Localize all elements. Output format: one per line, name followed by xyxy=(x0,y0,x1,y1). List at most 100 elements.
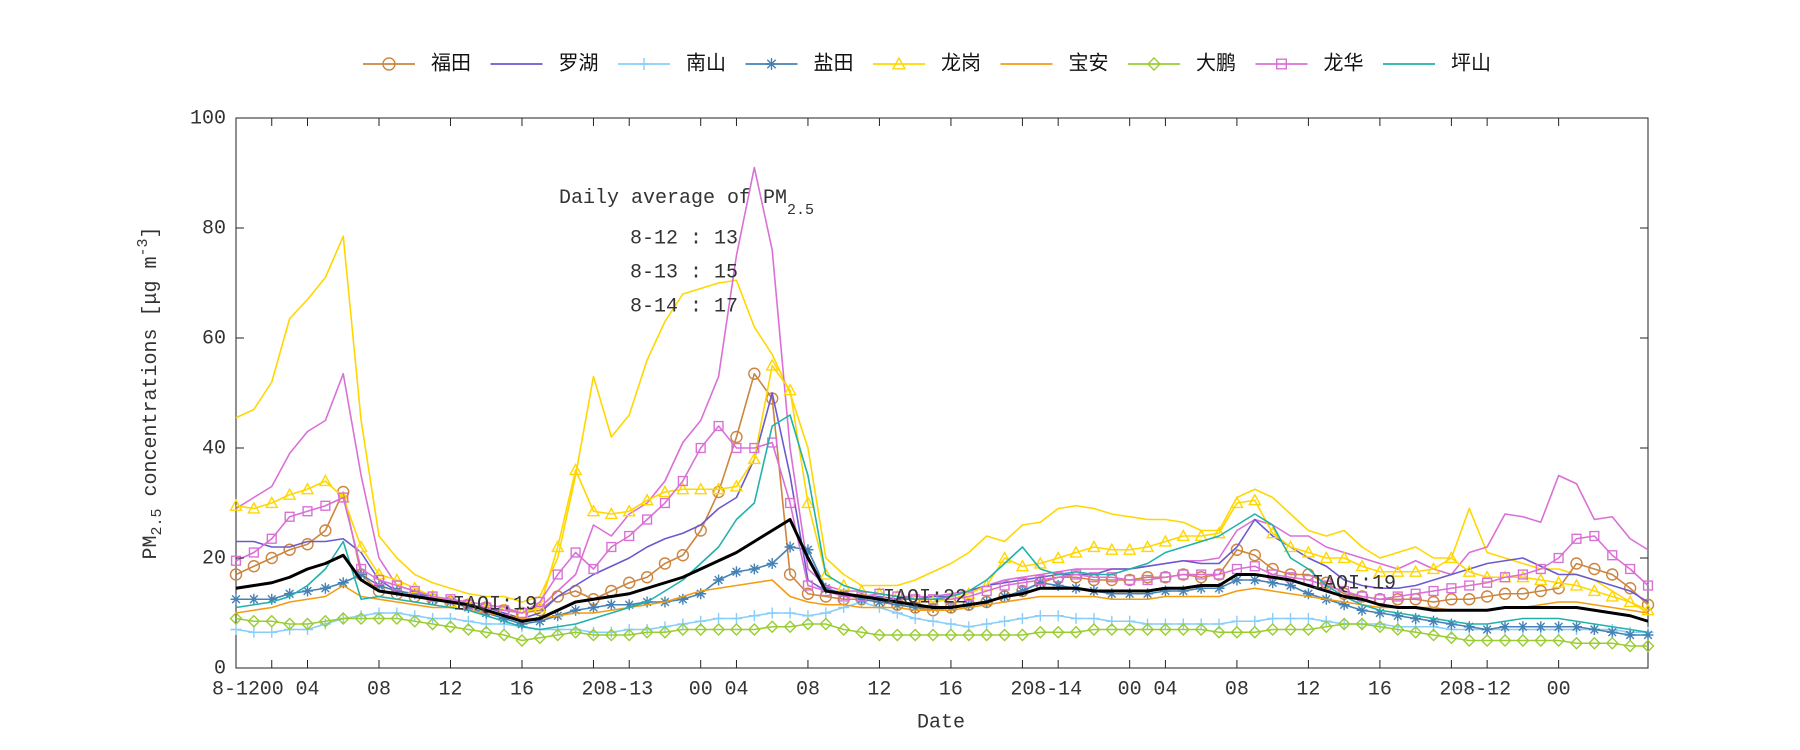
data-marker xyxy=(980,628,994,642)
data-marker xyxy=(783,568,797,581)
data-marker xyxy=(1570,636,1583,650)
data-marker xyxy=(1337,551,1351,564)
data-marker xyxy=(802,610,814,622)
data-marker xyxy=(1392,610,1404,622)
x-axis-label: Date xyxy=(917,711,965,734)
y-label-sup: -3 xyxy=(135,238,152,256)
data-marker xyxy=(1641,639,1655,653)
data-marker xyxy=(1498,634,1512,647)
data-marker xyxy=(534,596,545,608)
data-marker xyxy=(766,558,778,569)
data-marker xyxy=(1587,636,1601,650)
data-marker xyxy=(229,612,243,625)
data-marker xyxy=(1624,629,1636,641)
data-marker xyxy=(695,588,707,600)
data-marker xyxy=(747,623,761,636)
data-marker xyxy=(1087,623,1101,636)
data-marker xyxy=(443,620,457,634)
series-line xyxy=(235,372,1649,614)
data-marker xyxy=(1374,607,1386,619)
data-marker xyxy=(784,607,796,619)
data-marker xyxy=(1337,617,1351,631)
x-tick-label: 12 xyxy=(438,678,462,701)
data-marker xyxy=(784,497,796,509)
data-marker xyxy=(266,626,278,638)
data-marker xyxy=(1231,615,1243,627)
data-marker xyxy=(944,628,958,642)
data-marker xyxy=(318,614,332,628)
data-marker xyxy=(248,547,259,558)
data-marker xyxy=(979,578,994,591)
data-marker xyxy=(1339,585,1350,597)
legend-marker xyxy=(891,56,907,70)
data-marker xyxy=(1016,613,1028,624)
data-marker xyxy=(390,573,404,586)
x-tick-label: 08 xyxy=(1225,678,1249,701)
data-marker xyxy=(1480,634,1494,647)
data-marker xyxy=(1587,584,1602,597)
x-tick-label: 20 xyxy=(581,678,605,701)
data-marker xyxy=(373,574,385,586)
data-marker xyxy=(820,607,832,619)
data-marker xyxy=(230,624,242,635)
series-line xyxy=(235,414,1649,634)
iaqi-label: IAQI:22 xyxy=(883,586,967,609)
x-tick-label: 12 xyxy=(867,678,891,701)
data-marker xyxy=(337,577,349,589)
series-line xyxy=(235,617,1648,647)
data-marker xyxy=(1499,572,1511,583)
data-marker xyxy=(962,628,976,642)
data-marker xyxy=(1444,631,1458,645)
data-marker xyxy=(927,594,939,605)
data-marker xyxy=(1355,559,1369,572)
legend-marker xyxy=(1147,57,1161,71)
data-marker xyxy=(1230,543,1244,556)
data-marker xyxy=(713,574,725,586)
data-marker xyxy=(1463,593,1476,606)
x-tick-label: 04 xyxy=(295,678,319,701)
data-marker xyxy=(1373,620,1387,634)
data-marker xyxy=(247,501,261,514)
data-marker xyxy=(819,617,833,631)
data-marker xyxy=(1445,593,1458,606)
data-marker xyxy=(426,617,440,631)
data-marker xyxy=(1033,625,1047,639)
data-marker xyxy=(1176,623,1190,636)
data-marker xyxy=(1160,572,1171,583)
x-tick-label: 20 xyxy=(1439,678,1463,701)
data-marker xyxy=(409,585,420,597)
data-marker xyxy=(1446,583,1457,594)
data-marker xyxy=(640,571,654,584)
data-marker xyxy=(552,569,563,580)
data-marker xyxy=(372,612,386,625)
series-line xyxy=(235,518,1649,623)
data-marker xyxy=(1534,634,1548,647)
data-marker xyxy=(1070,569,1082,580)
x-tick-label: 08 xyxy=(367,678,391,701)
data-marker xyxy=(1194,529,1208,542)
data-marker xyxy=(1034,577,1046,589)
data-marker xyxy=(1053,572,1064,583)
data-marker xyxy=(1516,634,1530,647)
data-marker xyxy=(874,588,885,599)
data-marker xyxy=(480,618,492,630)
data-marker xyxy=(1158,623,1172,636)
data-marker xyxy=(908,628,922,642)
data-marker xyxy=(1480,590,1494,603)
data-marker xyxy=(1355,617,1369,631)
data-marker xyxy=(622,504,636,517)
data-marker xyxy=(765,358,779,371)
data-marker xyxy=(1212,526,1226,539)
data-marker xyxy=(1248,493,1262,506)
data-marker xyxy=(320,500,331,511)
data-marker xyxy=(1481,624,1493,635)
data-marker xyxy=(1230,625,1244,639)
data-marker xyxy=(1516,587,1530,600)
data-marker xyxy=(319,582,331,594)
data-marker xyxy=(1266,623,1280,636)
data-marker xyxy=(587,602,599,613)
data-marker xyxy=(1052,610,1064,622)
data-marker xyxy=(1553,552,1564,564)
data-marker xyxy=(658,625,672,639)
